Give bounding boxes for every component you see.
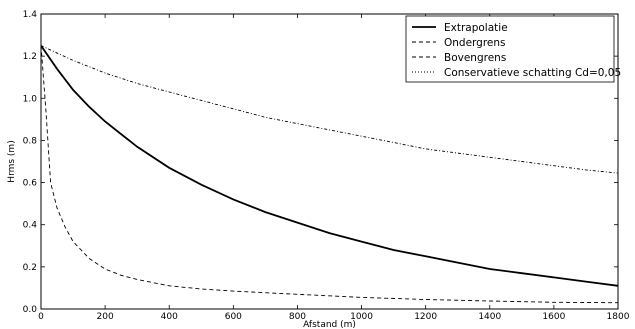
series-line-1 (40, 45, 619, 287)
y-axis-label: Hrms (m) (7, 140, 17, 182)
x-tick-label: 1200 (414, 312, 437, 322)
legend-label-4: Conservatieve schatting Cd=0,05 (444, 67, 621, 79)
y-tick-label: 0.0 (23, 305, 38, 315)
x-axis-label: Afstand (m) (303, 320, 356, 329)
y-tick-label: 0.8 (23, 136, 38, 146)
series-line-4 (40, 45, 619, 174)
y-tick-label: 0.2 (23, 263, 37, 273)
plot-area: 0 200 400 600 800 1000 1200 1400 1600 1800 0.0 0.2… (23, 10, 630, 322)
x-tick-label: 0 (38, 312, 44, 322)
legend-label-3: Bovengrens (444, 52, 506, 64)
x-tick-label: 200 (97, 312, 114, 322)
x-tick-label: 1000 (350, 312, 373, 322)
plot-frame (40, 13, 619, 310)
x-tick-label: 800 (289, 312, 306, 322)
legend-label-1: Extrapolatie (444, 22, 508, 34)
x-tick-label: 1600 (542, 312, 565, 322)
x-tick-label: 600 (225, 312, 242, 322)
x-axis: 0 200 400 600 800 1000 1200 1400 1600 1800 (38, 14, 630, 322)
y-tick-label: 1.2 (23, 52, 37, 62)
legend-entries: Extrapolatie Ondergrens Bovengrens Conserva… (412, 22, 621, 79)
x-tick-label: 1800 (607, 312, 630, 322)
y-tick-label: 0.4 (23, 221, 38, 231)
y-tick-label: 1.4 (23, 10, 38, 20)
legend: Extrapolatie Ondergrens Bovengrens Conserva… (405, 15, 621, 83)
y-tick-label: 0.6 (23, 179, 38, 189)
x-tick-label: 1400 (478, 312, 501, 322)
x-tick-label: 400 (161, 312, 178, 322)
y-tick-label: 1.0 (23, 94, 38, 104)
series-line-2 (40, 45, 619, 304)
y-axis: 0.0 0.2 0.4 0.6 0.8 1.0 1.2 1.4 (23, 10, 618, 315)
legend-box (405, 15, 615, 83)
legend-label-2: Ondergrens (444, 37, 506, 49)
series-layer (40, 45, 619, 304)
